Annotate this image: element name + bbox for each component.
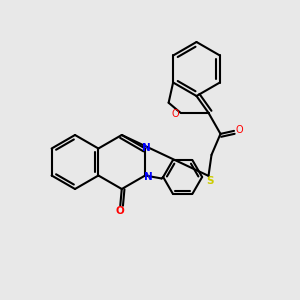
Text: O: O <box>116 206 124 216</box>
Text: N: N <box>144 172 153 182</box>
Text: N: N <box>142 142 151 153</box>
Text: S: S <box>206 176 214 186</box>
Text: O: O <box>171 110 179 119</box>
Text: O: O <box>236 125 243 135</box>
